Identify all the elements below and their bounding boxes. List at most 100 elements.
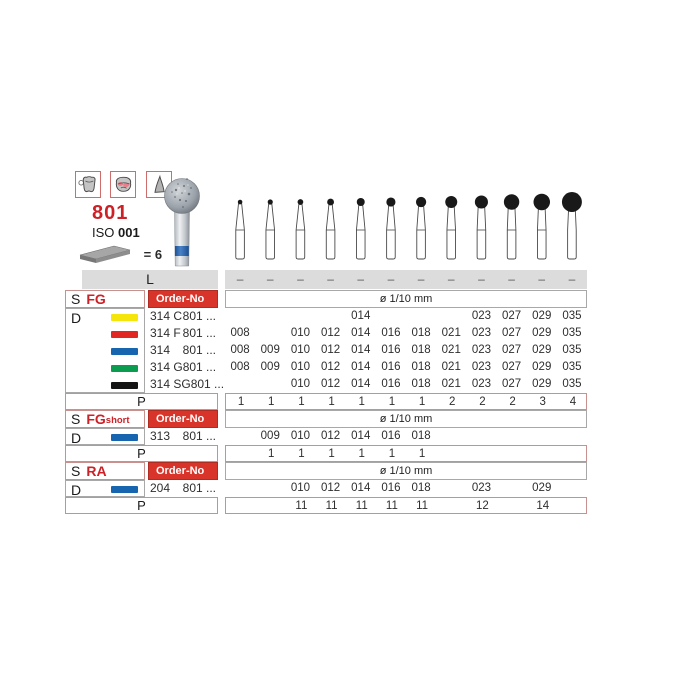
size-cell: 035 — [562, 361, 582, 373]
p-values-row: 11 11 11 11 11 12 14 — [225, 497, 587, 514]
p-cell: 11 — [416, 500, 429, 512]
order-row: 314 G 801 ... — [148, 359, 218, 376]
size-cell: 029 — [532, 482, 552, 494]
size-row: 010 012 014 016 018 023 029 — [225, 480, 587, 497]
shank-name: RA — [86, 463, 107, 479]
size-cell: 014 — [351, 430, 371, 442]
diameter-header: ø 1/10 mm — [225, 462, 587, 480]
size-cell: 029 — [532, 378, 552, 390]
order-code: 314 SG — [150, 377, 191, 391]
size-cell: 014 — [351, 344, 371, 356]
length-row-label: L — [82, 270, 218, 289]
order-no-header: Order-No — [148, 462, 218, 480]
size-cell: 027 — [501, 378, 522, 390]
p-cell: 1 — [388, 396, 396, 408]
p-cell: 2 — [509, 396, 516, 408]
size-cell: 035 — [562, 378, 582, 390]
p-cell: 11 — [355, 500, 368, 512]
shank-type-cell: S FG — [65, 290, 145, 308]
pack-slab-icon — [79, 245, 131, 263]
size-cell: 008 — [230, 344, 250, 356]
length-dash: – — [568, 272, 576, 286]
s-label: S — [71, 291, 81, 307]
size-row: 008 009 010 012 014 016 018 021 023 027 029 035 — [225, 342, 587, 359]
bur-illustration-008 — [235, 199, 245, 260]
size-cell: 027 — [501, 327, 522, 339]
size-cell: 014 — [351, 327, 371, 339]
size-cell: 023 — [471, 344, 491, 356]
size-cell: 023 — [471, 310, 491, 322]
diameter-header: ø 1/10 mm — [225, 410, 587, 428]
bur-illustration-010 — [295, 199, 306, 260]
size-cell: 010 — [290, 482, 310, 494]
bur-illustration-027 — [503, 194, 520, 260]
size-cell: 014 — [351, 482, 371, 494]
size-cell: 009 — [260, 344, 280, 356]
size-cell: 018 — [411, 344, 431, 356]
size-cell: 012 — [320, 344, 341, 356]
order-prefix: 801 ... — [182, 360, 217, 374]
size-cell: 016 — [381, 482, 401, 494]
p-cell: 14 — [536, 500, 550, 512]
bur-illustration-029 — [533, 193, 551, 260]
color-chip — [111, 331, 138, 338]
p-cell: 12 — [476, 500, 489, 512]
size-cell: 016 — [381, 344, 401, 356]
size-cell: 018 — [411, 482, 431, 494]
shank-name: FG — [86, 411, 106, 427]
size-cell: 023 — [471, 327, 491, 339]
bur-illustrations — [235, 192, 582, 260]
p-cell: 4 — [569, 396, 577, 408]
size-cell: 016 — [381, 378, 401, 390]
shank-type-cell: S FG short — [65, 410, 145, 428]
order-code: 204 — [150, 481, 171, 495]
p-cell: 1 — [328, 448, 335, 460]
occlusal-surface-icon — [110, 171, 137, 198]
size-cell: 010 — [290, 378, 310, 390]
size-cell: 010 — [290, 327, 310, 339]
length-dash: – — [417, 272, 425, 286]
p-label-cell: P — [65, 445, 218, 462]
size-cell: 023 — [471, 361, 491, 373]
size-cell: 029 — [532, 361, 552, 373]
figure-number: 801 — [92, 202, 129, 224]
p-cell: 1 — [237, 396, 245, 408]
size-cell: 008 — [230, 361, 250, 373]
p-label-cell: P — [65, 393, 218, 410]
size-cell: 029 — [532, 327, 552, 339]
order-row: 314 801 ... — [148, 342, 218, 359]
size-cell: 014 — [351, 310, 371, 322]
bur-illustration-012 — [325, 198, 336, 260]
size-cell: 021 — [441, 361, 461, 373]
size-cell: 027 — [501, 344, 522, 356]
size-cell: 029 — [532, 344, 552, 356]
size-row: 008 010 012 014 016 018 021 023 027 029 035 — [225, 325, 587, 342]
size-cell: 018 — [411, 327, 431, 339]
order-code: 313 — [150, 429, 171, 443]
size-cell: 016 — [381, 361, 401, 373]
size-cell: 009 — [260, 361, 280, 373]
order-row: 314 SG 801 ... — [148, 376, 224, 393]
p-cell: 1 — [418, 448, 426, 460]
size-cell: 018 — [411, 430, 431, 442]
bur-illustration-014 — [356, 198, 366, 260]
size-cell: 021 — [441, 378, 461, 390]
order-prefix: 801 ... — [182, 343, 216, 357]
d-column-box: D — [65, 428, 145, 446]
order-prefix: 801 ... — [182, 481, 216, 495]
length-dash: – — [387, 272, 395, 286]
order-code: 314 C — [150, 309, 183, 323]
length-row-values: – – – – – – – – – – – – — [225, 270, 587, 289]
order-code: 314 G — [150, 360, 183, 374]
bur-illustration-018 — [415, 196, 427, 260]
size-cell: 016 — [381, 430, 401, 442]
pack-quantity: = 6 — [76, 243, 162, 265]
size-cell: 010 — [290, 430, 310, 442]
p-cell: 1 — [298, 396, 305, 408]
size-cell: 035 — [562, 344, 582, 356]
color-chip — [111, 314, 138, 321]
p-cell: 1 — [418, 396, 426, 408]
bur-illustration-021 — [445, 196, 458, 260]
order-row: 204 801 ... — [148, 480, 218, 497]
